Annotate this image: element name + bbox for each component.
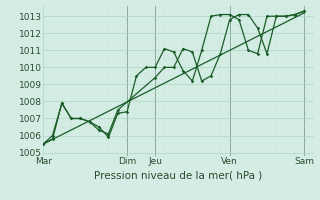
X-axis label: Pression niveau de la mer( hPa ): Pression niveau de la mer( hPa ) (94, 171, 262, 181)
